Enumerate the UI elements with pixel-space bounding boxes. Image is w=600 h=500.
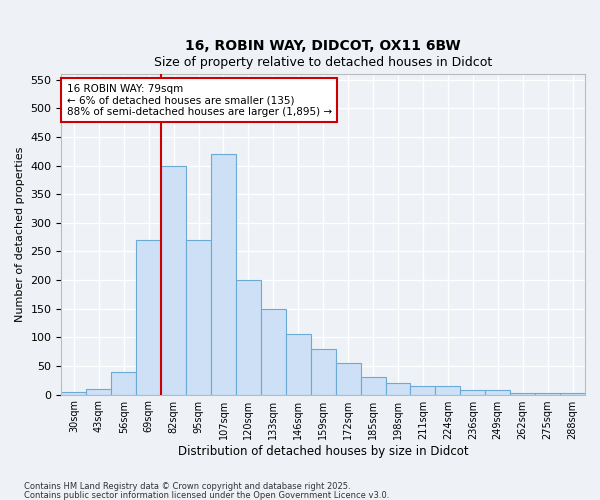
- Bar: [386, 383, 410, 394]
- Text: 16 ROBIN WAY: 79sqm
← 6% of detached houses are smaller (135)
88% of semi-detach: 16 ROBIN WAY: 79sqm ← 6% of detached hou…: [67, 84, 332, 117]
- Bar: [510, 393, 535, 394]
- Bar: [261, 308, 286, 394]
- Bar: [186, 240, 211, 394]
- Text: 16, ROBIN WAY, DIDCOT, OX11 6BW: 16, ROBIN WAY, DIDCOT, OX11 6BW: [185, 39, 461, 53]
- Bar: [311, 349, 335, 395]
- Text: Contains public sector information licensed under the Open Government Licence v3: Contains public sector information licen…: [24, 490, 389, 500]
- Bar: [436, 386, 460, 394]
- Bar: [361, 378, 386, 394]
- Title: Size of property relative to detached houses in Didcot: Size of property relative to detached ho…: [154, 56, 493, 68]
- Bar: [136, 240, 161, 394]
- Bar: [236, 280, 261, 394]
- Bar: [111, 372, 136, 394]
- X-axis label: Distribution of detached houses by size in Didcot: Distribution of detached houses by size …: [178, 444, 469, 458]
- Bar: [86, 389, 111, 394]
- Text: Contains HM Land Registry data © Crown copyright and database right 2025.: Contains HM Land Registry data © Crown c…: [24, 482, 350, 491]
- Bar: [335, 363, 361, 394]
- Bar: [410, 386, 436, 394]
- Bar: [286, 334, 311, 394]
- Y-axis label: Number of detached properties: Number of detached properties: [15, 146, 25, 322]
- Bar: [485, 390, 510, 394]
- Bar: [535, 393, 560, 394]
- Bar: [211, 154, 236, 394]
- Bar: [460, 390, 485, 394]
- Bar: [161, 166, 186, 394]
- Bar: [61, 392, 86, 394]
